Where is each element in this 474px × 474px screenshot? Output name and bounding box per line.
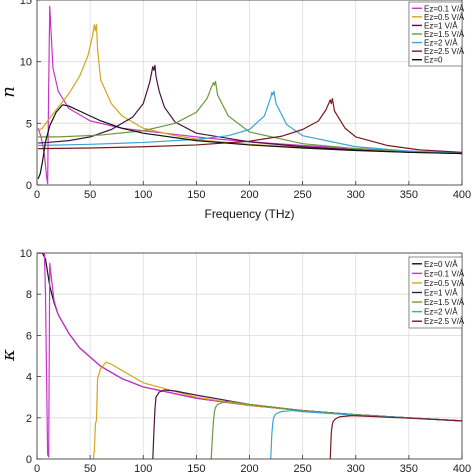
- legend-entry: Ez=0.5 V/Å: [424, 279, 465, 288]
- series-line: [37, 24, 462, 154]
- legend-entry: Ez=2 V/Å: [424, 308, 458, 317]
- series-group: [38, 253, 462, 459]
- legend: Ez=0 V/ÅEz=0.1 V/ÅEz=0.5 V/ÅEz=1 V/ÅEz=1…: [408, 256, 465, 329]
- y-tick-label: 8: [26, 289, 32, 301]
- series-line: [38, 253, 462, 422]
- series-line: [38, 90, 462, 154]
- y-tick-label: 6: [26, 330, 32, 342]
- y-tick-label: 2: [26, 413, 32, 425]
- x-tick-label: 300: [347, 189, 365, 201]
- legend-entry: Ez=1.5 V/Å: [424, 298, 465, 307]
- x-tick-label: 200: [240, 189, 258, 201]
- x-tick-label: 0: [34, 189, 40, 201]
- series-line: [37, 104, 462, 180]
- x-tick-label: 250: [293, 189, 311, 201]
- series-line: [329, 415, 462, 459]
- x-tick-label: 50: [84, 463, 96, 474]
- y-axis-label: n: [0, 86, 19, 98]
- x-tick-label: 100: [134, 463, 152, 474]
- x-tick-label: 250: [293, 463, 311, 474]
- series-group: [37, 5, 462, 185]
- y-tick-label: 4: [26, 372, 32, 384]
- series-line: [210, 400, 462, 459]
- x-tick-label: 400: [453, 463, 471, 474]
- series-line: [38, 98, 462, 153]
- y-axis-label: κ: [0, 349, 19, 362]
- legend-entry: Ez=2.5 V/Å: [424, 317, 465, 326]
- series-line: [152, 389, 462, 459]
- x-tick-label: 200: [240, 463, 258, 474]
- refractive-index-panel: 0 50 100 150 200 250 300 350 400 0 5 10 15 Frequency …: [0, 0, 471, 221]
- x-tick-label: 50: [84, 189, 96, 201]
- x-tick-label: 0: [34, 463, 40, 474]
- legend-entry: Ez=2 V/Å: [424, 39, 458, 48]
- x-tick-label: 150: [187, 189, 205, 201]
- x-tick-label: 400: [453, 189, 471, 201]
- legend-entry: Ez=2.5 V/Å: [424, 47, 465, 56]
- series-line: [37, 5, 462, 185]
- y-tick-label: 0: [26, 454, 32, 466]
- y-tick-label: 0: [26, 180, 32, 192]
- x-tick-label: 350: [400, 189, 418, 201]
- legend-entry: Ez=0.1 V/Å: [424, 269, 465, 278]
- series-line: [38, 253, 462, 458]
- legend-entry: Ez=0.5 V/Å: [424, 13, 465, 22]
- legend: Ez=0.1 V/ÅEz=0.5 V/ÅEz=1 V/ÅEz=1.5 V/ÅEz…: [408, 1, 465, 67]
- y-tick-label: 5: [26, 118, 32, 130]
- legend-entry: Ez=0.1 V/Å: [424, 4, 465, 13]
- y-tick-label: 10: [20, 248, 32, 260]
- legend-entry: Ez=1 V/Å: [424, 21, 458, 30]
- x-axis-label: Frequency (THz): [204, 207, 294, 221]
- legend-entry: Ez=1 V/Å: [424, 289, 458, 298]
- x-tick-label: 100: [134, 189, 152, 201]
- legend-entry: Ez=1.5 V/Å: [424, 30, 465, 39]
- y-tick-label: 15: [20, 0, 32, 7]
- x-tick-label: 300: [347, 463, 365, 474]
- legend-entry: Ez=0: [424, 56, 443, 65]
- legend-entry: Ez=0 V/Å: [424, 260, 458, 269]
- x-tick-label: 150: [187, 463, 205, 474]
- extinction-coefficient-panel: 0 50 100 150 200 250 300 350 400 0 2 4 6 8 10 κ Ez=0 V/Å…: [0, 248, 471, 474]
- x-tick-label: 350: [400, 463, 418, 474]
- y-tick-label: 10: [20, 57, 32, 69]
- series-line: [38, 64, 462, 155]
